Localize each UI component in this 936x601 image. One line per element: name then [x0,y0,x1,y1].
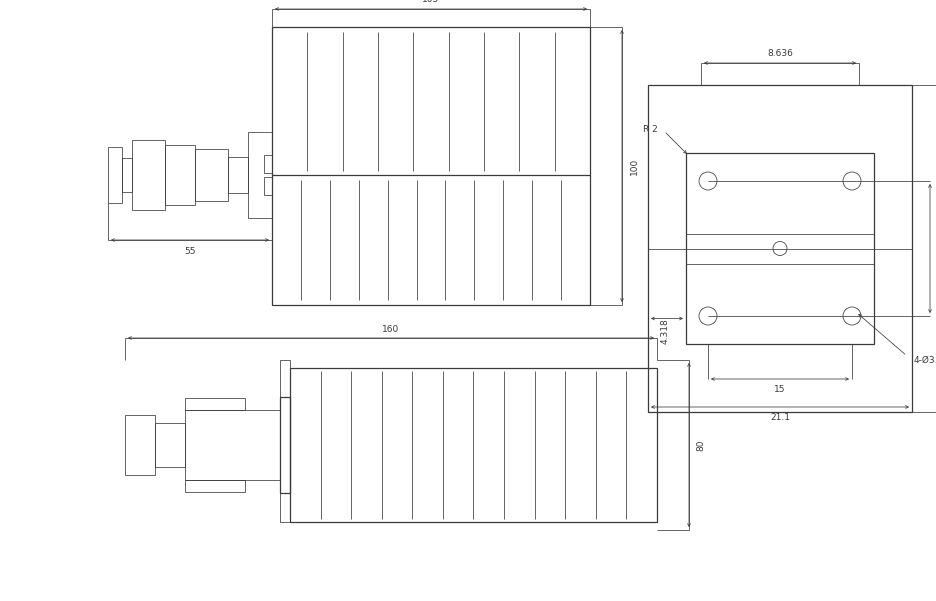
Bar [124,415,154,475]
Bar [289,368,656,522]
Bar [227,157,248,193]
Text: 4.318: 4.318 [660,319,669,344]
Bar [248,132,271,218]
Bar [648,85,911,412]
Bar [132,140,165,210]
Bar [184,398,244,410]
Bar [264,155,271,173]
Bar [184,410,280,480]
Text: 100: 100 [629,157,637,175]
Bar [271,27,590,305]
Bar [685,234,873,263]
Bar [264,177,271,195]
Text: 105: 105 [422,0,439,4]
Bar [154,423,184,467]
Bar [108,147,122,203]
Bar [280,397,289,493]
Bar [165,145,195,205]
Bar [685,153,873,344]
Bar [195,149,227,201]
Bar [280,360,289,522]
Text: 80: 80 [695,439,705,451]
Bar [184,480,244,492]
Bar [122,158,132,192]
Text: 21.1: 21.1 [769,412,789,421]
Text: 4-Ø3.1: 4-Ø3.1 [913,356,936,364]
Text: 55: 55 [184,246,196,255]
Text: R 2: R 2 [642,124,657,133]
Text: 160: 160 [382,325,399,334]
Text: 15: 15 [773,385,785,394]
Text: 8.636: 8.636 [767,49,792,58]
